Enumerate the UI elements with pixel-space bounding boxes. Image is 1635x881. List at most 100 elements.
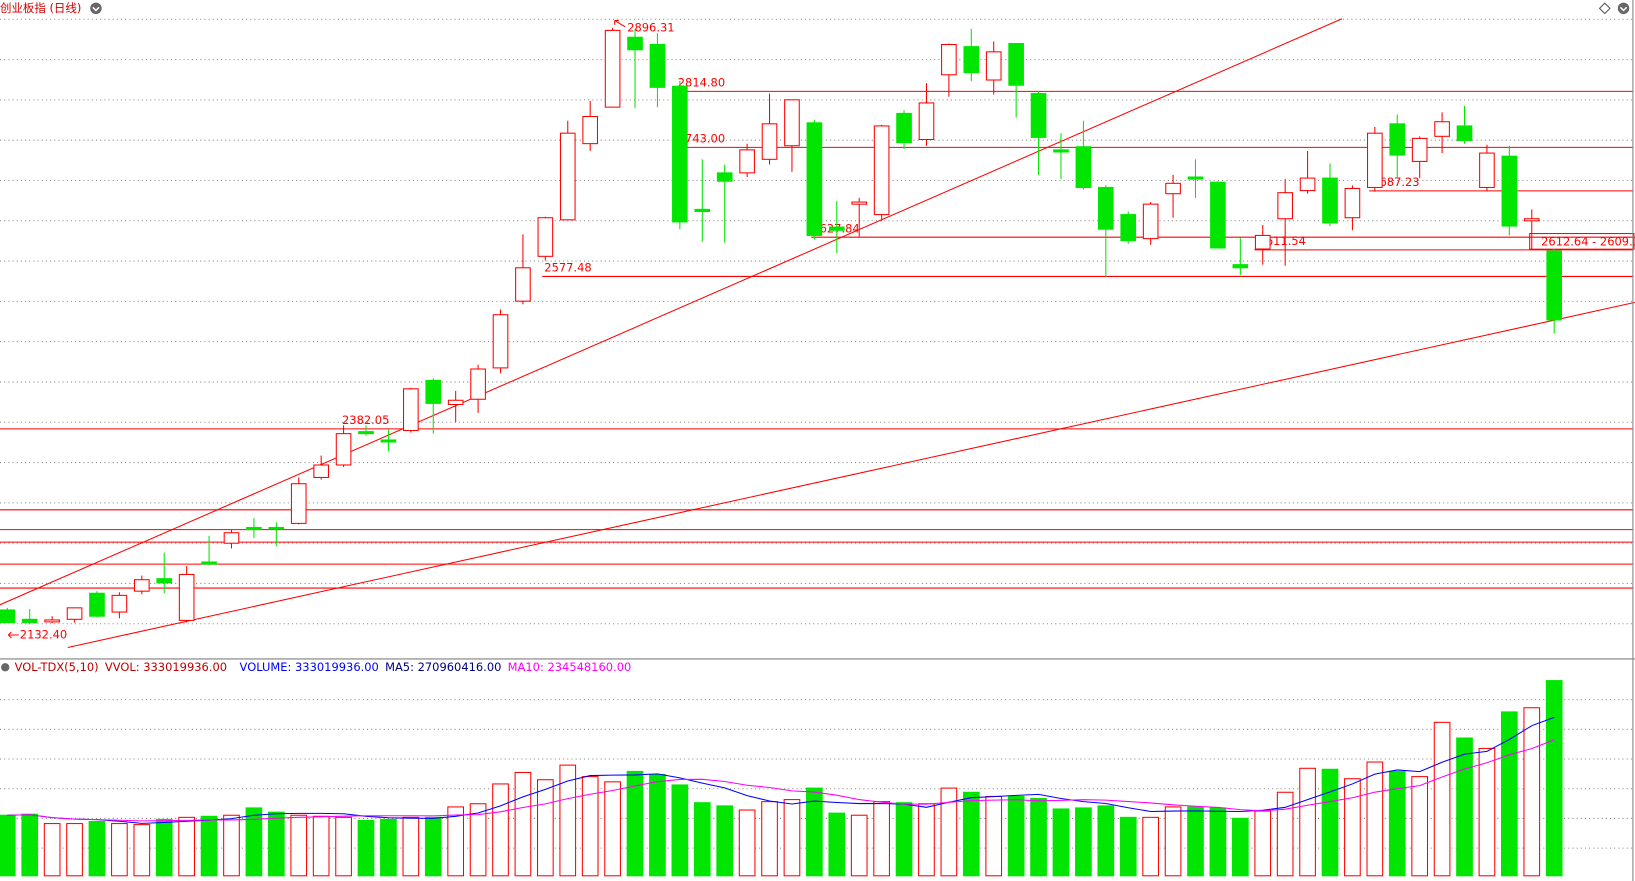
candle-body	[156, 578, 173, 584]
volume-bar	[88, 820, 106, 877]
trend-line	[0, 18, 1343, 606]
volume-bar	[962, 791, 980, 877]
candle-body	[784, 99, 800, 147]
candle-body	[89, 592, 105, 617]
candle-body	[1142, 203, 1159, 240]
candle-body	[201, 561, 217, 565]
volume-bar	[447, 806, 465, 877]
candle-body	[268, 527, 285, 530]
high-arrow	[614, 20, 626, 28]
candle-body	[604, 29, 621, 108]
volume-bar	[223, 814, 240, 877]
low-arrow	[7, 631, 19, 639]
level-label: 2382.05	[342, 413, 389, 427]
candle-body	[627, 36, 643, 51]
volume-bar	[357, 819, 375, 877]
candle-body	[918, 102, 935, 141]
candle-body	[1120, 214, 1137, 242]
legend-text: VOL-TDX(5,10)	[15, 660, 99, 674]
volume-bar	[1164, 806, 1182, 877]
candle-body	[1546, 250, 1563, 321]
volume-bar	[716, 805, 734, 877]
volume-bar	[649, 773, 666, 877]
candle-body	[873, 125, 890, 216]
candle-body	[492, 314, 509, 369]
volume-bar	[178, 816, 195, 877]
candle-body	[739, 149, 755, 174]
level-label: 2814.80	[678, 76, 725, 90]
volume-bar	[1187, 806, 1204, 877]
candle-body	[1344, 187, 1361, 219]
legend-text: VOLUME: 333019936.00	[240, 660, 379, 674]
volume-bar	[783, 799, 801, 877]
candle-body	[1299, 177, 1316, 192]
volume-bar	[1411, 776, 1429, 877]
candle-body	[1254, 234, 1271, 250]
options-icon[interactable]	[1617, 2, 1630, 15]
volume-bar	[1007, 795, 1025, 877]
volume-menu-icon[interactable]	[1, 663, 10, 672]
candle-body	[111, 594, 128, 613]
candle-body	[290, 483, 307, 524]
volume-bar	[1523, 707, 1541, 877]
candle-body	[963, 46, 980, 74]
candle-body	[559, 132, 576, 221]
volume-bar	[895, 802, 913, 877]
volume-bar	[693, 802, 711, 877]
candle-body	[447, 399, 464, 406]
candle-body	[896, 112, 912, 144]
volume-bar	[1276, 791, 1294, 877]
title-menu-icon[interactable]	[90, 2, 102, 15]
volume-bar	[1209, 807, 1227, 877]
candle-body	[828, 226, 845, 231]
volume-bar	[469, 803, 487, 877]
volume-bar	[626, 770, 644, 877]
volume-bar	[1299, 767, 1316, 877]
candle-body	[1434, 121, 1450, 137]
candle-body	[1030, 93, 1047, 138]
high-label: 2896.31	[627, 20, 674, 34]
diamond-icon[interactable]	[1598, 2, 1611, 15]
levels: 2814.802743.002627.842577.482382.052611.…	[0, 76, 1635, 589]
chevron	[1619, 6, 1628, 12]
volume-bar	[1254, 810, 1272, 877]
candle-body	[672, 85, 688, 223]
volume-bar	[806, 787, 823, 877]
volume-bar	[761, 801, 778, 877]
volume-bar	[1545, 680, 1563, 877]
volume-bar	[66, 823, 83, 877]
volume-bar	[1231, 817, 1249, 877]
volume-bar	[1456, 737, 1473, 877]
volume-bar	[1030, 798, 1047, 877]
volume-bar	[380, 818, 397, 877]
candle-body	[1165, 182, 1181, 195]
candle-body	[1075, 146, 1092, 188]
candle-body	[44, 619, 60, 623]
volume-bar	[514, 771, 532, 877]
candle-body	[851, 201, 868, 205]
volume-legend: VOL-TDX(5,10) VVOL: 333019936.00 VOLUME: 3…	[15, 660, 632, 674]
candle-body	[1501, 155, 1518, 227]
candle-body	[941, 44, 957, 76]
volume-bar	[424, 816, 442, 877]
volume-bar	[537, 779, 554, 877]
volume-bar	[1097, 805, 1115, 877]
legend-text: VVOL: 333019936.00	[105, 660, 227, 674]
candle-body	[335, 433, 352, 466]
volume-bar	[738, 809, 756, 877]
volume-bar	[671, 784, 689, 877]
legend-text: MA10: 234548160.00	[508, 660, 632, 674]
volume-bar	[1321, 768, 1339, 877]
legend-text: MA5: 270960416.00	[385, 660, 501, 674]
volume-bar	[1119, 816, 1137, 877]
volume-bar	[559, 764, 577, 877]
candle-body	[515, 267, 531, 302]
volume-bar	[1478, 747, 1496, 877]
chevron	[92, 6, 100, 12]
candle-body	[223, 532, 240, 544]
volume-bar	[245, 807, 263, 877]
candle-body	[380, 439, 397, 443]
candle-body	[716, 172, 733, 182]
level-label: 2577.48	[544, 261, 591, 275]
